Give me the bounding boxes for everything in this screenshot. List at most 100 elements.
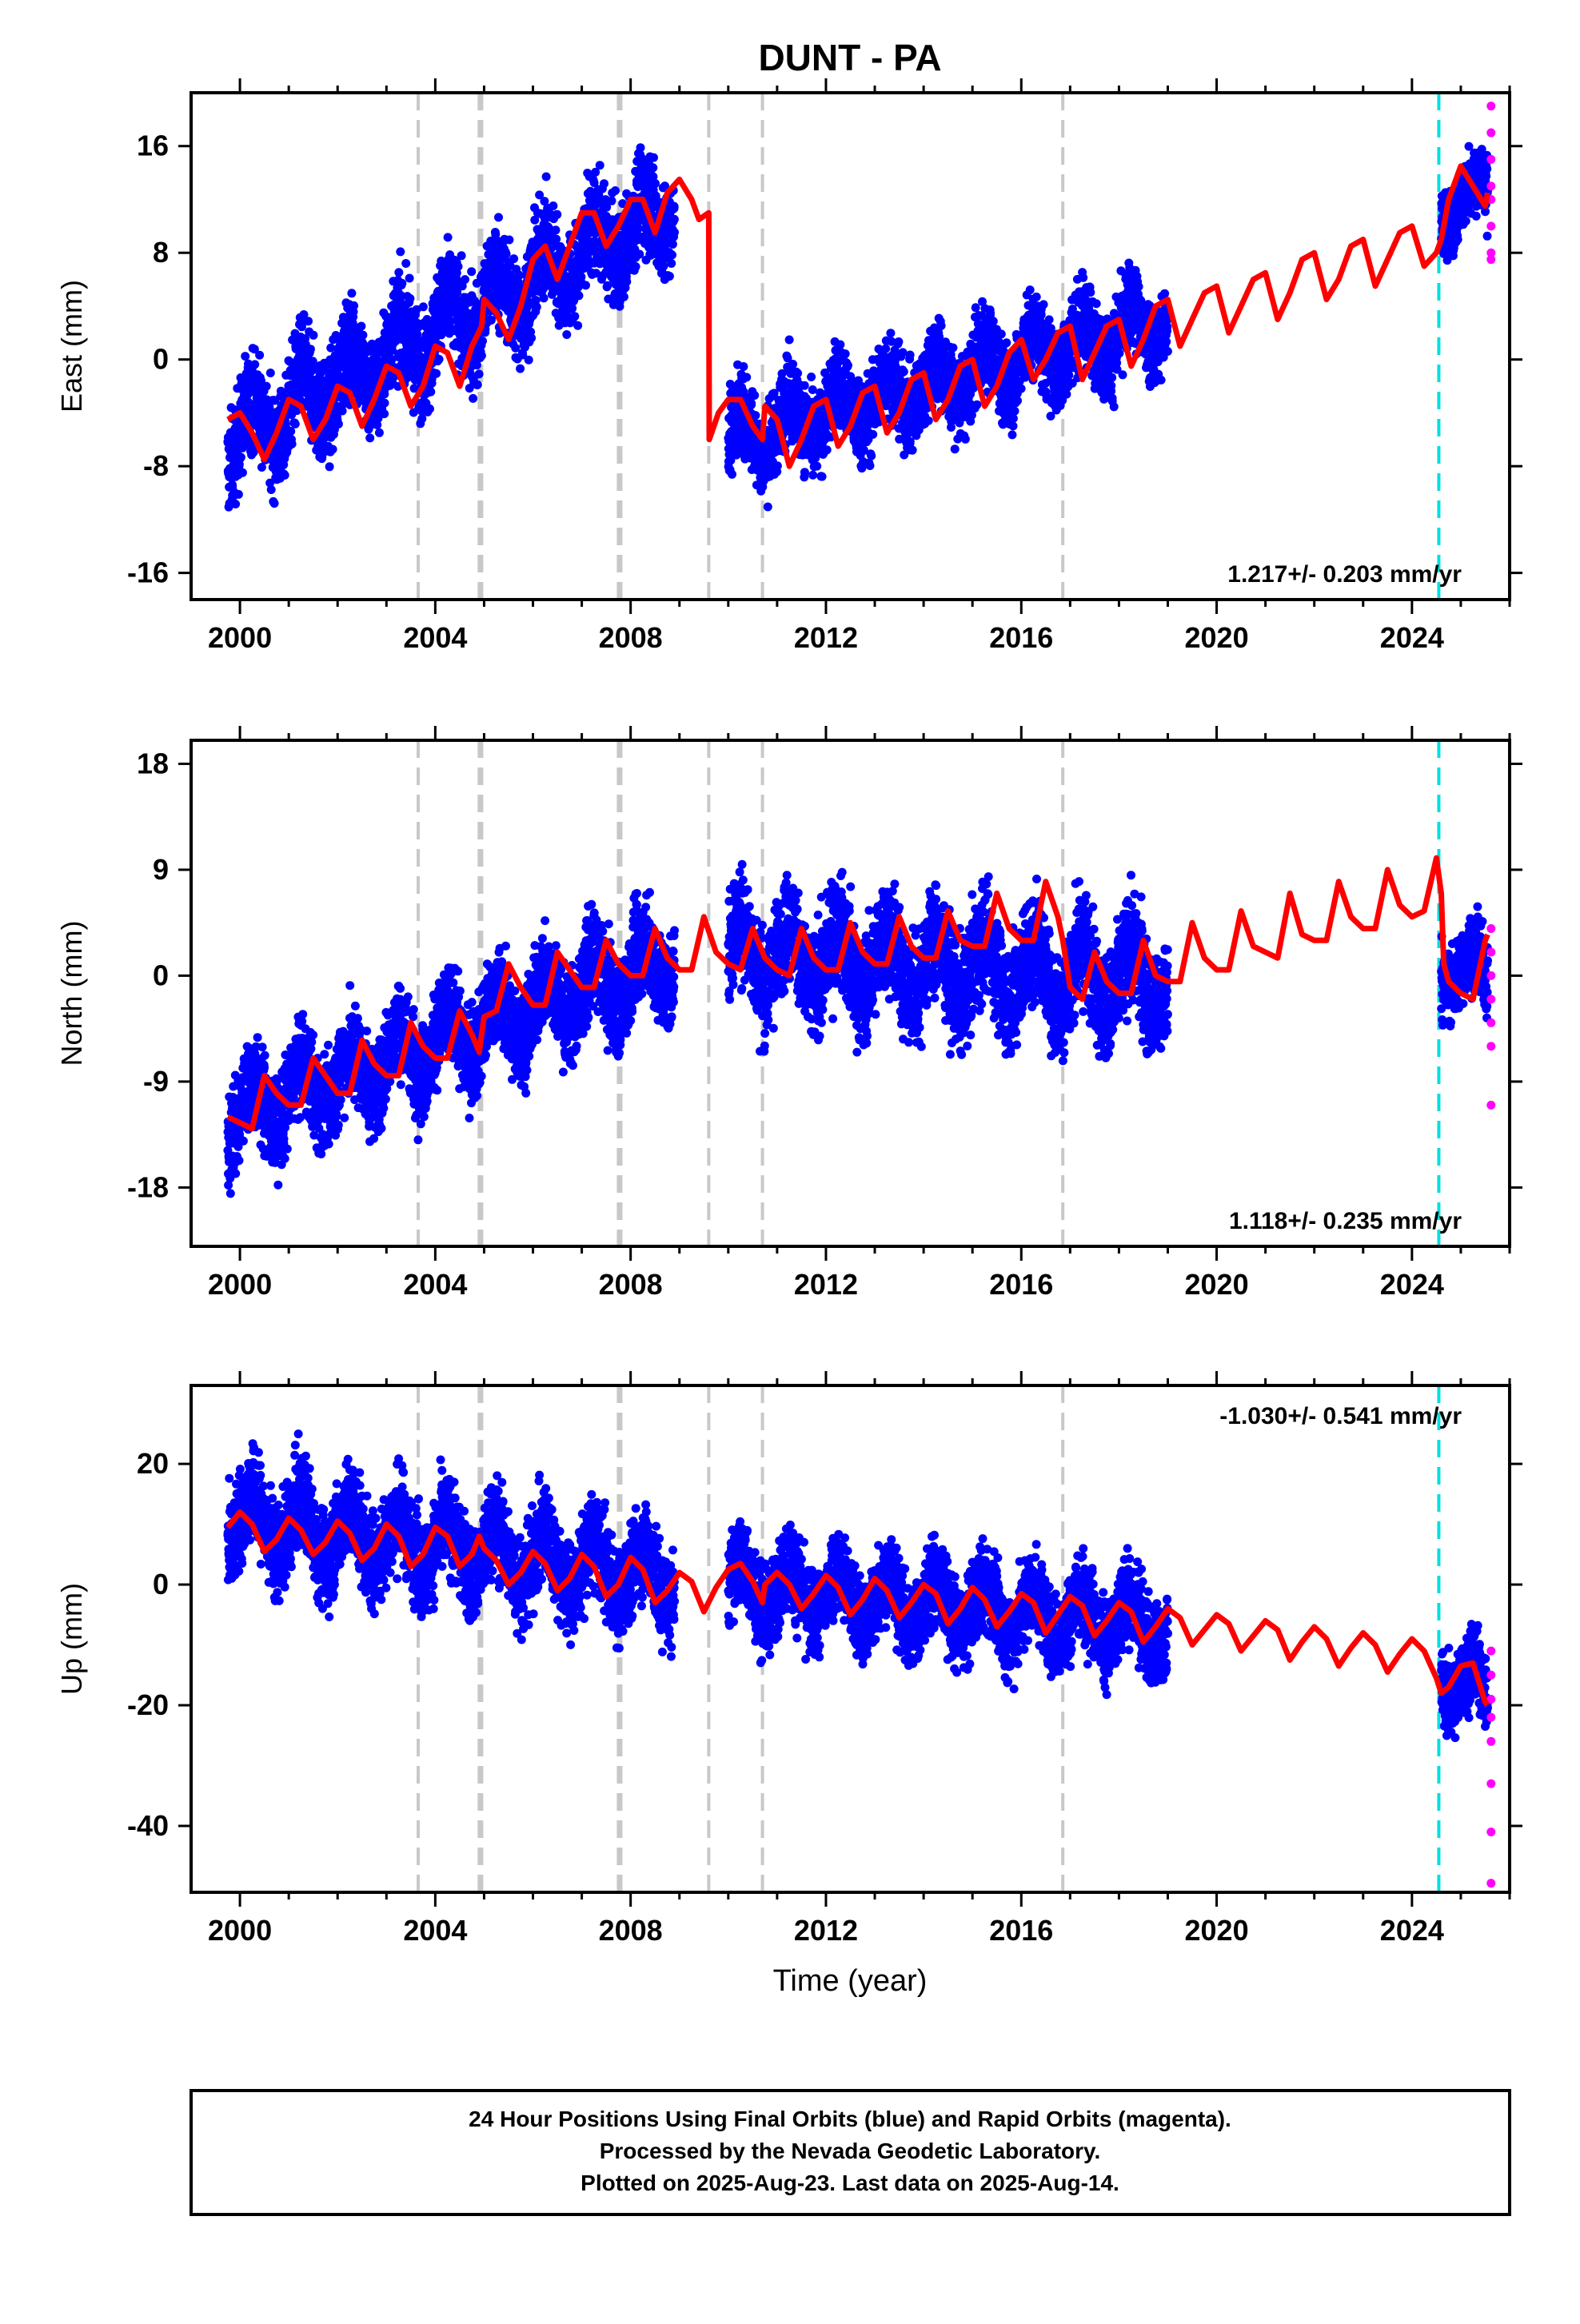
final-orbit-point xyxy=(1009,421,1018,430)
final-orbit-point xyxy=(454,262,463,271)
final-orbit-point xyxy=(527,333,536,342)
final-orbit-point xyxy=(622,277,631,286)
final-orbit-point xyxy=(620,293,628,301)
final-orbit-point xyxy=(461,275,469,284)
final-orbit-point xyxy=(608,197,616,205)
final-orbit-point xyxy=(494,213,503,221)
final-orbit-point xyxy=(432,369,441,378)
final-orbit-point xyxy=(632,262,640,271)
final-orbit-point xyxy=(502,249,511,258)
final-orbit-point xyxy=(868,430,877,439)
final-orbit-point xyxy=(648,163,657,172)
final-orbit-point xyxy=(306,345,315,353)
final-orbit-point xyxy=(237,453,245,462)
final-orbit-point xyxy=(309,331,318,340)
final-orbit-point xyxy=(866,461,875,470)
final-orbit-point xyxy=(788,360,797,369)
final-orbit-point xyxy=(867,452,876,460)
final-orbit-point xyxy=(394,268,403,277)
final-orbit-point xyxy=(358,331,367,340)
final-orbit-point xyxy=(937,321,946,330)
final-orbit-point xyxy=(989,317,998,325)
final-orbit-point xyxy=(304,317,313,325)
final-orbit-point xyxy=(742,373,751,381)
final-orbit-point xyxy=(1011,407,1019,416)
final-orbit-point xyxy=(570,312,579,321)
final-orbit-point xyxy=(549,201,557,210)
final-orbit-point xyxy=(234,490,243,499)
final-orbit-point xyxy=(325,462,334,471)
final-orbit-point xyxy=(651,179,660,188)
final-orbit-point xyxy=(600,179,608,188)
final-orbit-point xyxy=(1008,430,1017,439)
final-orbit-point xyxy=(764,503,772,512)
final-orbit-point xyxy=(262,382,271,391)
final-orbit-point xyxy=(334,420,343,429)
final-orbit-point xyxy=(1013,397,1022,405)
final-orbit-point xyxy=(823,445,832,454)
final-orbit-point xyxy=(793,369,802,377)
final-orbit-point xyxy=(573,321,582,330)
final-orbit-point xyxy=(516,365,525,373)
final-orbit-point xyxy=(581,281,590,289)
final-orbit-point xyxy=(542,173,551,181)
final-orbit-point xyxy=(881,345,890,353)
final-orbit-point xyxy=(552,225,561,234)
final-orbit-point xyxy=(1002,338,1011,347)
final-orbit-point xyxy=(238,468,247,477)
final-orbit-point xyxy=(670,228,679,237)
final-orbit-point xyxy=(281,471,289,480)
final-orbit-point xyxy=(670,215,679,224)
final-orbit-point xyxy=(270,499,279,508)
final-orbit-point xyxy=(231,500,240,508)
final-orbit-point xyxy=(469,394,477,403)
final-orbit-point xyxy=(808,471,817,480)
final-orbit-point xyxy=(948,344,957,353)
final-orbit-point xyxy=(636,143,645,152)
final-orbit-point xyxy=(267,485,276,494)
final-orbit-point xyxy=(562,330,571,339)
final-orbit-point xyxy=(426,388,435,397)
final-orbit-point xyxy=(425,405,434,413)
final-orbit-point xyxy=(997,329,1006,338)
final-orbit-point xyxy=(900,367,908,376)
final-orbit-point xyxy=(357,322,365,331)
final-orbit-point xyxy=(553,210,561,219)
final-orbit-point xyxy=(417,414,426,423)
final-orbit-point xyxy=(670,202,679,211)
final-orbit-point xyxy=(533,303,541,312)
final-orbit-point xyxy=(972,303,980,312)
final-orbit-point xyxy=(329,445,337,454)
final-orbit-point xyxy=(397,279,406,288)
final-orbit-point xyxy=(908,445,917,454)
final-orbit-point xyxy=(739,362,748,371)
final-orbit-point xyxy=(444,233,453,241)
final-orbit-point xyxy=(552,235,561,244)
final-orbit-point xyxy=(477,351,486,360)
chart-title: DUNT - PA xyxy=(758,37,941,78)
final-orbit-point xyxy=(751,411,760,420)
final-orbit-point xyxy=(478,337,487,345)
final-orbit-point xyxy=(818,472,827,481)
final-orbit-point xyxy=(747,401,756,409)
final-orbit-point xyxy=(457,251,466,260)
final-orbit-point xyxy=(951,444,960,453)
final-orbit-point xyxy=(800,381,809,390)
final-orbit-point xyxy=(924,417,933,425)
final-orbit-point xyxy=(611,186,620,195)
final-orbit-point xyxy=(836,341,844,349)
final-orbit-point xyxy=(405,274,414,283)
final-orbit-point xyxy=(475,369,484,378)
final-orbit-point xyxy=(841,349,850,358)
final-orbit-point xyxy=(405,294,414,303)
final-orbit-point xyxy=(347,289,356,297)
final-orbit-point xyxy=(401,259,410,268)
final-orbit-point xyxy=(250,360,259,369)
final-orbit-point xyxy=(906,351,915,360)
final-orbit-point xyxy=(266,369,275,377)
final-orbit-point xyxy=(349,301,358,310)
final-orbit-point xyxy=(241,352,249,361)
final-orbit-point xyxy=(812,462,821,471)
final-orbit-point xyxy=(396,247,405,256)
